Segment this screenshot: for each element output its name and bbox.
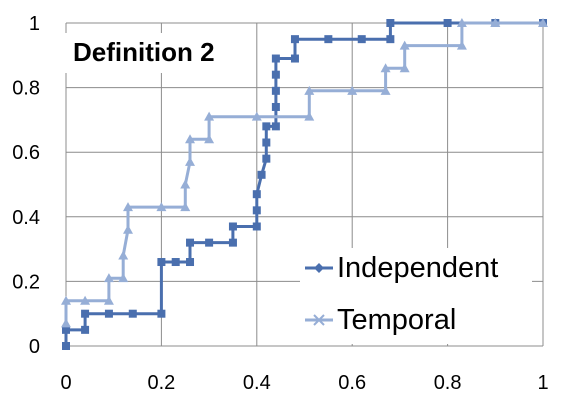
data-point-temporal-2 [80, 295, 91, 305]
data-point-temporal-21 [380, 63, 391, 73]
data-point-temporal-18 [304, 85, 315, 95]
data-point-temporal-17 [304, 111, 315, 121]
data-point-temporal-15 [204, 111, 215, 121]
data-point-temporal-5 [118, 273, 129, 283]
legend: Independent Temporal [300, 248, 532, 344]
data-point-independent-5 [128, 309, 137, 318]
data-point-independent-8 [171, 258, 180, 267]
data-point-temporal-20 [380, 85, 391, 95]
data-point-temporal-10 [180, 202, 191, 212]
data-point-independent-30 [386, 35, 395, 44]
data-point-independent-4 [104, 309, 113, 318]
data-point-independent-17 [257, 170, 266, 179]
data-point-temporal-1 [61, 295, 71, 305]
data-point-independent-3 [81, 309, 90, 318]
data-point-temporal-25 [456, 18, 467, 27]
series-lines [61, 18, 548, 350]
y-tick-label-3: 0.6 [12, 142, 40, 164]
data-point-independent-9 [186, 258, 195, 267]
data-point-temporal-9 [156, 202, 167, 212]
data-point-temporal-8 [123, 202, 134, 212]
x-tick-label-0: 0 [60, 372, 71, 394]
data-point-independent-19 [262, 138, 271, 147]
data-point-temporal-27 [538, 18, 548, 27]
data-point-temporal-3 [103, 295, 114, 305]
chart-annotation: Definition 2 [73, 37, 215, 67]
data-point-temporal-12 [185, 156, 196, 166]
y-tick-label-1: 0.2 [12, 271, 40, 293]
series-line-temporal [64, 21, 543, 324]
series-temporal [61, 18, 548, 328]
axis-labels: 0 0.2 0.4 0.6 0.8 1 0 0.2 0.4 0.6 0.8 1 [12, 13, 548, 394]
data-point-independent-11 [205, 238, 214, 247]
data-point-independent-2 [81, 325, 90, 334]
data-point-temporal-23 [399, 40, 410, 50]
legend-background [300, 248, 532, 344]
data-point-independent-29 [357, 35, 366, 44]
data-point-independent-26 [290, 54, 299, 63]
data-point-temporal-13 [185, 134, 196, 144]
y-tick-label-5: 1 [29, 13, 40, 35]
legend-temporal-x-icon [313, 314, 325, 326]
x-tick-label-3: 0.6 [338, 372, 366, 394]
data-point-temporal-0 [61, 318, 71, 328]
data-point-independent-16 [252, 190, 261, 199]
data-point-temporal-4 [103, 273, 114, 283]
data-point-temporal-16 [251, 111, 262, 121]
data-point-temporal-19 [347, 85, 358, 95]
data-point-independent-28 [324, 35, 333, 44]
data-point-independent-7 [157, 258, 166, 267]
data-point-independent-6 [157, 309, 166, 318]
x-tick-label-2: 0.4 [243, 372, 271, 394]
data-point-independent-1 [62, 325, 70, 334]
data-point-independent-22 [271, 102, 280, 111]
x-tick-label-1: 0.2 [147, 372, 175, 394]
series-independent [62, 19, 547, 350]
data-point-temporal-26 [490, 18, 501, 27]
y-tick-label-0: 0 [29, 336, 40, 358]
data-point-independent-0 [62, 342, 70, 350]
data-point-temporal-11 [180, 179, 191, 189]
x-tick-label-5: 1 [537, 372, 548, 394]
data-point-independent-31 [386, 19, 395, 27]
data-point-independent-15 [252, 206, 261, 215]
y-tick-label-4: 0.8 [12, 78, 40, 100]
data-point-independent-12 [228, 238, 237, 247]
data-point-independent-18 [262, 154, 271, 163]
legend-independent-diamond-icon [314, 263, 324, 273]
legend-independent-label: Independent [337, 252, 498, 284]
y-tick-label-2: 0.4 [12, 207, 40, 229]
data-point-independent-32 [443, 19, 452, 27]
data-point-independent-24 [271, 70, 280, 79]
annotation-background [64, 33, 250, 73]
data-point-temporal-24 [456, 40, 467, 50]
data-point-independent-23 [271, 86, 280, 95]
data-point-temporal-14 [204, 134, 215, 144]
data-point-independent-13 [228, 222, 237, 231]
x-tick-label-4: 0.8 [434, 372, 462, 394]
data-point-temporal-7 [123, 224, 134, 234]
data-point-independent-20 [262, 122, 271, 131]
data-point-independent-27 [290, 35, 299, 44]
data-point-independent-14 [252, 222, 261, 231]
grid-lines [65, 22, 544, 347]
data-point-independent-25 [271, 54, 280, 63]
data-point-independent-10 [186, 238, 195, 247]
data-point-independent-21 [271, 122, 280, 131]
data-point-temporal-22 [399, 63, 410, 73]
legend-temporal-label: Temporal [337, 304, 456, 336]
data-point-temporal-6 [118, 250, 129, 260]
